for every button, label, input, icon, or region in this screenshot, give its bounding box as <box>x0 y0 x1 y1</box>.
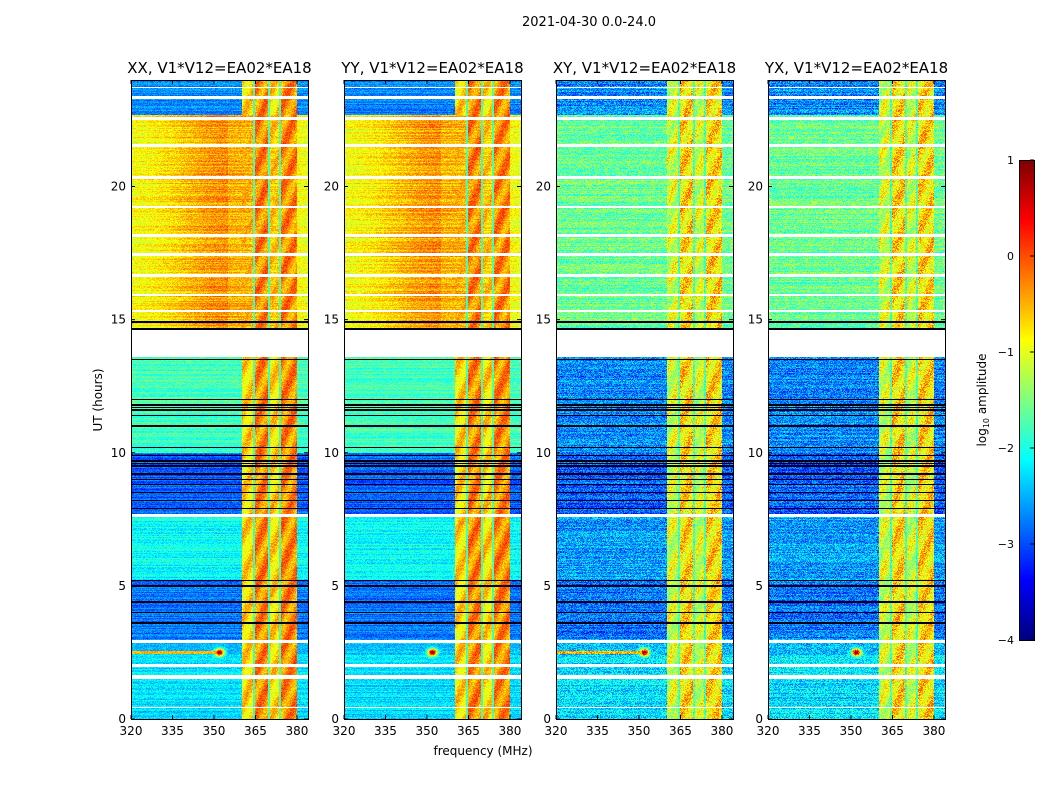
y-tick-label: 10 <box>324 446 339 460</box>
axes-frame <box>556 80 734 720</box>
heatmap-yx <box>768 80 945 719</box>
x-axis-label: frequency (MHz) <box>433 744 532 758</box>
colorbar-label-sub: 10 <box>982 418 991 428</box>
heatmap-xx <box>131 80 308 719</box>
colorbar-tick-label: −1 <box>998 346 1014 359</box>
x-tick-label: 380 <box>285 724 308 738</box>
panel-4: YX, V1*V12=EA02*EA18 320 335 350 365 380 0 5 10 1… <box>748 59 948 738</box>
panel-title: YY, V1*V12=EA02*EA18 <box>340 59 523 77</box>
x-tick-label: 365 <box>457 724 480 738</box>
y-tick-label: 5 <box>331 579 339 593</box>
heatmap-yy <box>344 80 521 719</box>
y-tick-label: 15 <box>748 313 763 327</box>
colorbar-label: log10 amplitude <box>975 354 991 447</box>
colorbar-frame <box>1019 160 1035 641</box>
x-tick-label: 350 <box>628 724 651 738</box>
panel-3: XY, V1*V12=EA02*EA18 320 335 350 365 380 0 5 10 1… <box>536 59 736 738</box>
x-tick-label: 335 <box>161 724 184 738</box>
y-tick-label: 20 <box>324 180 339 194</box>
x-tick-label: 380 <box>922 724 945 738</box>
x-tick-label: 335 <box>586 724 609 738</box>
colorbar-tick-label: 1 <box>1007 154 1014 167</box>
y-tick-label: 5 <box>118 579 126 593</box>
x-tick-label: 365 <box>669 724 692 738</box>
x-tick-label: 320 <box>120 724 143 738</box>
colorbar-tick-label: 0 <box>1007 250 1014 263</box>
y-tick-label: 10 <box>536 446 551 460</box>
x-tick-label: 365 <box>244 724 267 738</box>
y-tick-label: 0 <box>331 712 339 726</box>
x-tick-label: 380 <box>498 724 521 738</box>
colorbar-tick-label: −2 <box>998 442 1014 455</box>
y-tick-label: 0 <box>755 712 763 726</box>
y-tick-label: 0 <box>543 712 551 726</box>
y-tick-label: 5 <box>543 579 551 593</box>
colorbar-gradient <box>1019 160 1034 640</box>
x-tick-label: 350 <box>203 724 226 738</box>
y-tick-label: 10 <box>111 446 126 460</box>
axes-frame <box>768 80 946 720</box>
colorbar: −4 −3 −2 −1 0 1 log10 amplitude <box>975 154 1035 647</box>
x-tick-label: 350 <box>416 724 439 738</box>
y-tick-label: 5 <box>755 579 763 593</box>
axes-frame <box>344 80 522 720</box>
y-axis-label: UT (hours) <box>91 368 105 431</box>
colorbar-label-suffix: amplitude <box>975 354 989 418</box>
x-tick-label: 320 <box>545 724 568 738</box>
y-tick-label: 20 <box>111 180 126 194</box>
heatmap-xy <box>556 80 733 719</box>
y-tick-label: 20 <box>536 180 551 194</box>
colorbar-tick-label: −3 <box>998 538 1014 551</box>
x-tick-label: 350 <box>840 724 863 738</box>
panel-1: XX, V1*V12=EA02*EA18 320 335 350 365 380 0 5 10 1… <box>111 59 312 738</box>
colorbar-tick-label: −4 <box>998 634 1014 647</box>
y-tick-label: 0 <box>118 712 126 726</box>
y-tick-label: 20 <box>748 180 763 194</box>
axes-frame <box>131 80 309 720</box>
panel-2: YY, V1*V12=EA02*EA18 320 335 350 365 380 0 5 10 1… <box>324 59 524 738</box>
y-tick-label: 10 <box>748 446 763 460</box>
x-tick-label: 335 <box>798 724 821 738</box>
figure-title: 2021-04-30 0.0-24.0 <box>522 15 656 30</box>
x-tick-label: 320 <box>757 724 780 738</box>
y-tick-label: 15 <box>111 313 126 327</box>
panel-title: YX, V1*V12=EA02*EA18 <box>764 59 948 77</box>
panel-title: XY, V1*V12=EA02*EA18 <box>553 59 736 77</box>
x-tick-label: 365 <box>881 724 904 738</box>
colorbar-label-prefix: log <box>975 428 989 446</box>
y-tick-label: 15 <box>536 313 551 327</box>
y-tick-label: 15 <box>324 313 339 327</box>
x-tick-label: 335 <box>374 724 397 738</box>
x-tick-label: 320 <box>333 724 356 738</box>
x-tick-label: 380 <box>710 724 733 738</box>
panel-title: XX, V1*V12=EA02*EA18 <box>127 59 311 77</box>
